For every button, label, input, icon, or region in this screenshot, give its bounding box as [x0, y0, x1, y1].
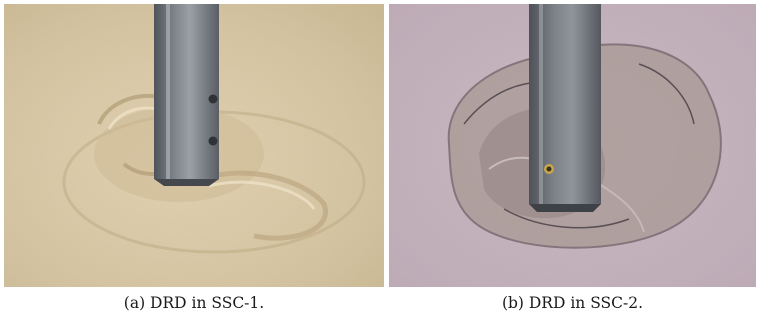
sand-photo-a — [4, 4, 384, 287]
caption-panel-b: (b) DRD in SSC-2. — [501, 294, 644, 312]
photo-panel-a — [4, 4, 384, 287]
photo-panel-b — [389, 4, 756, 287]
surface-photo-b — [389, 4, 756, 287]
caption-panel-a: (a) DRD in SSC-1. — [123, 294, 265, 312]
